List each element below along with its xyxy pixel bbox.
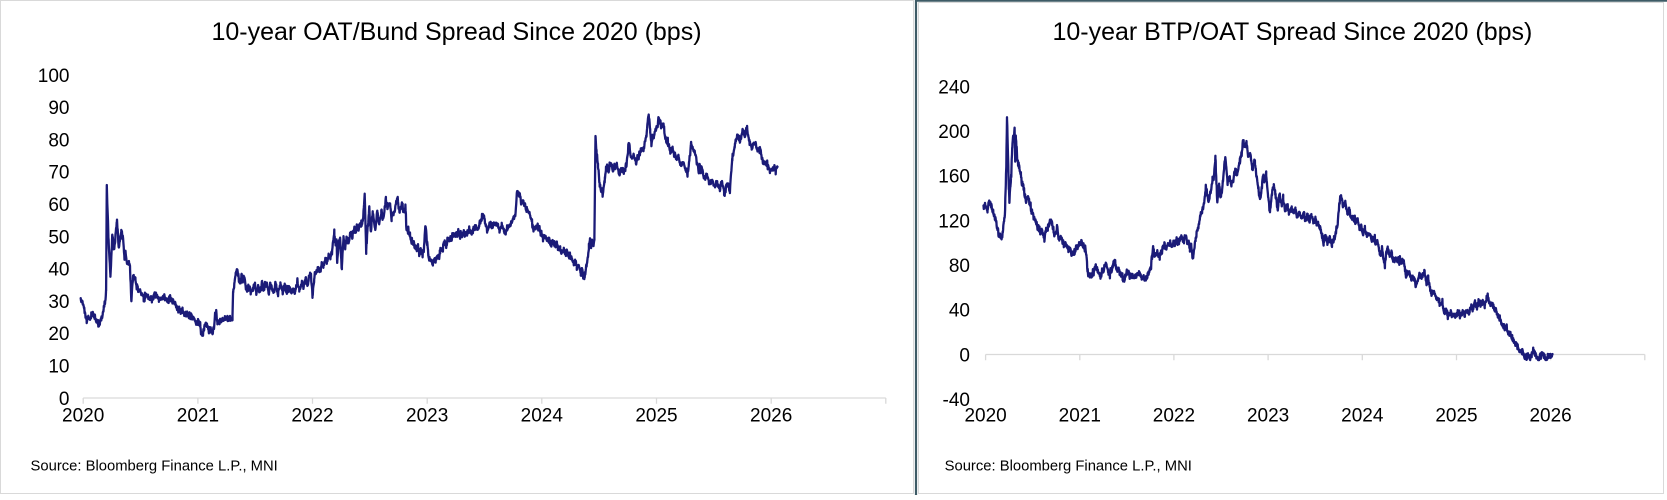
- svg-text:90: 90: [48, 98, 69, 119]
- svg-text:2022: 2022: [1153, 406, 1195, 427]
- svg-text:10-year BTP/OAT Spread Since 2: 10-year BTP/OAT Spread Since 2020 (bps): [1052, 18, 1532, 46]
- svg-text:10-year OAT/Bund Spread Since: 10-year OAT/Bund Spread Since 2020 (bps): [211, 18, 701, 46]
- svg-text:240: 240: [938, 77, 970, 98]
- svg-text:2022: 2022: [291, 406, 333, 427]
- svg-text:20: 20: [48, 324, 69, 345]
- svg-text:160: 160: [938, 167, 970, 188]
- svg-text:0: 0: [959, 345, 970, 366]
- svg-text:0: 0: [59, 389, 70, 410]
- svg-text:120: 120: [938, 211, 970, 232]
- svg-text:2026: 2026: [750, 406, 792, 427]
- svg-text:70: 70: [48, 163, 69, 184]
- svg-text:100: 100: [38, 66, 70, 87]
- svg-text:2020: 2020: [964, 406, 1006, 427]
- svg-text:80: 80: [48, 130, 69, 151]
- svg-text:2023: 2023: [406, 406, 448, 427]
- svg-text:40: 40: [949, 301, 970, 322]
- svg-text:30: 30: [48, 292, 69, 313]
- svg-text:Source: Bloomberg Finance L.P.: Source: Bloomberg Finance L.P., MNI: [31, 459, 278, 475]
- svg-text:80: 80: [949, 256, 970, 277]
- svg-text:200: 200: [938, 122, 970, 143]
- svg-text:2024: 2024: [1341, 406, 1384, 427]
- svg-text:2026: 2026: [1529, 406, 1571, 427]
- svg-text:10: 10: [48, 357, 69, 378]
- svg-text:2025: 2025: [1435, 406, 1477, 427]
- svg-text:60: 60: [48, 195, 69, 216]
- svg-text:2025: 2025: [635, 406, 677, 427]
- svg-text:2024: 2024: [521, 406, 564, 427]
- svg-text:Source: Bloomberg Finance L.P.: Source: Bloomberg Finance L.P., MNI: [945, 459, 1192, 475]
- svg-text:2021: 2021: [177, 406, 219, 427]
- svg-text:40: 40: [48, 260, 69, 281]
- svg-text:50: 50: [48, 227, 69, 248]
- svg-text:-40: -40: [943, 390, 970, 411]
- svg-text:2021: 2021: [1059, 406, 1101, 427]
- svg-text:2020: 2020: [62, 406, 104, 427]
- svg-text:2023: 2023: [1247, 406, 1289, 427]
